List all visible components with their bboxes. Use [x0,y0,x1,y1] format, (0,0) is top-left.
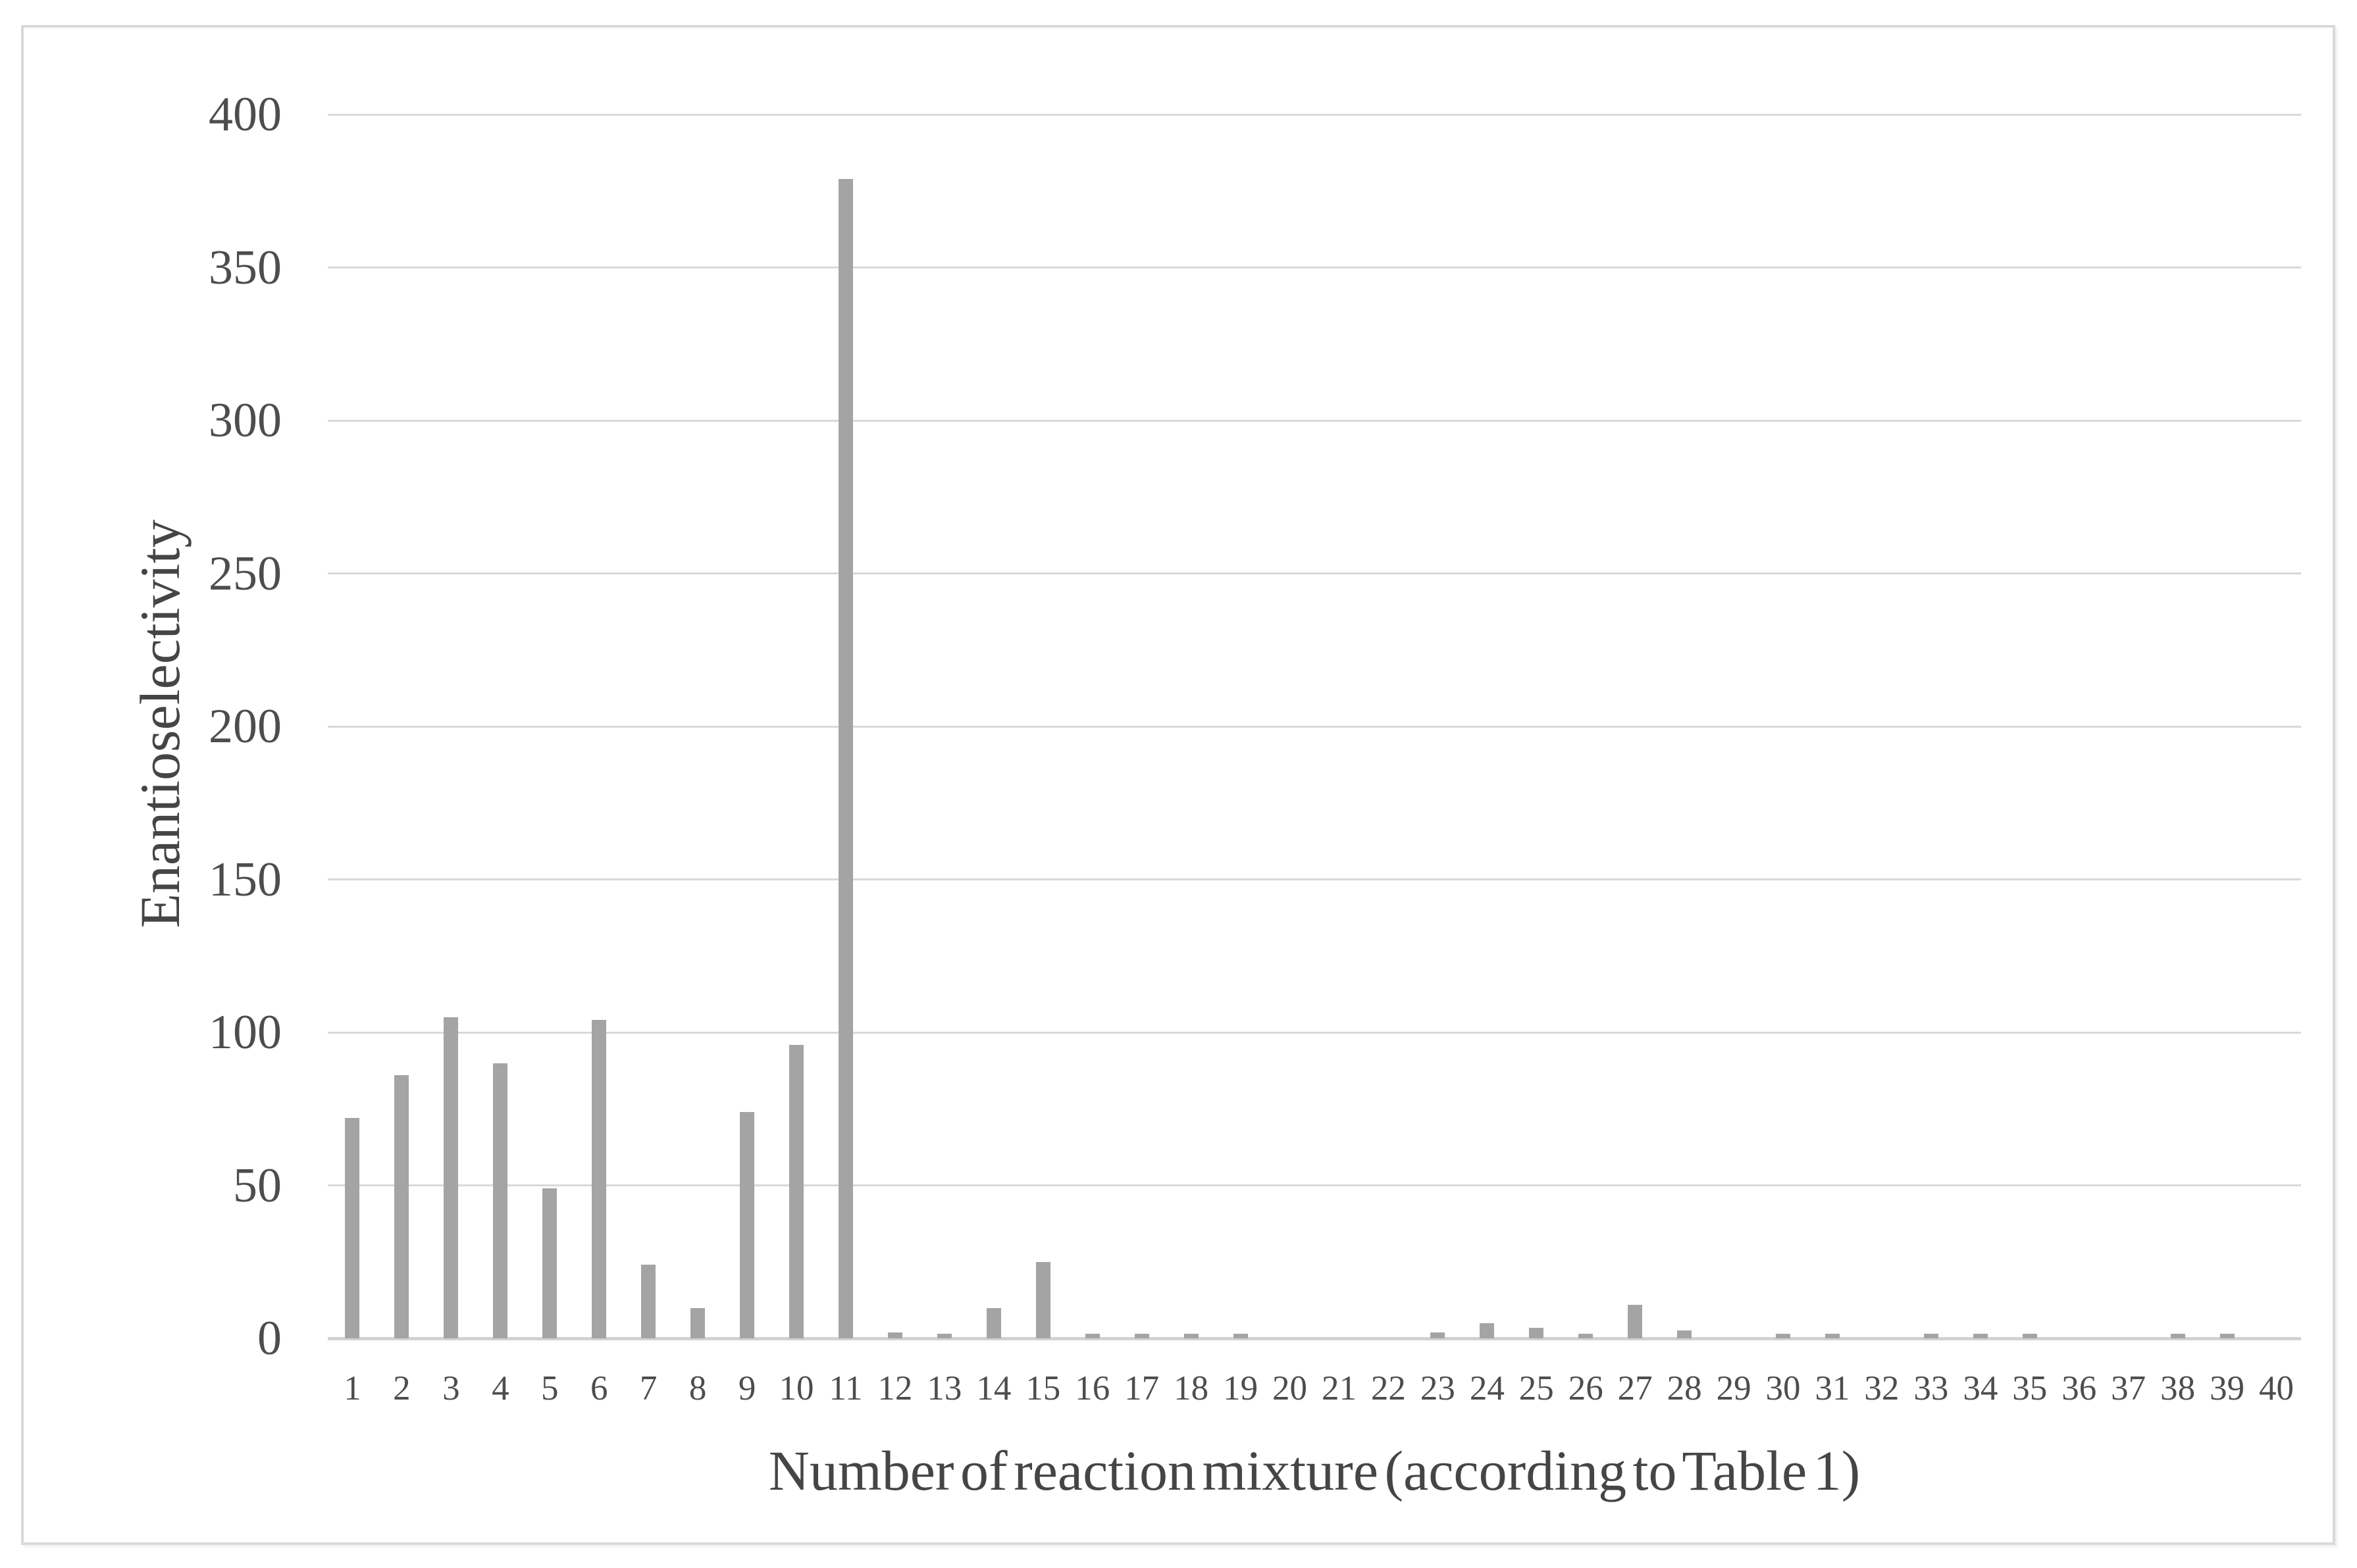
y-axis-tick-labels: 0 50 100 150 200 250 300 350 400 [24,90,282,1363]
bar-35 [2022,1334,2037,1338]
bar-26 [1578,1334,1593,1338]
bar-1 [345,1118,360,1338]
x-tick-label-34: 34 [1963,1369,1998,1407]
x-tick-label-20: 20 [1272,1369,1308,1407]
x-tick-label-11: 11 [829,1369,863,1407]
y-tick-label-0: 0 [257,1311,282,1365]
bar-7 [641,1265,656,1338]
x-tick-label-33: 33 [1913,1369,1949,1407]
x-tick-label-3: 3 [442,1369,460,1407]
bar-11 [838,178,853,1338]
x-tick-label-4: 4 [492,1369,509,1407]
x-tick-label-1: 1 [344,1369,361,1407]
x-axis-tick-labels: 1 2 3 4 5 6 7 8 9 10 11 12 13 14 15 16 17 18 19 20 21 22 23 24 2… [328,1371,2301,1417]
bar-27 [1628,1304,1643,1338]
bar-6 [592,1020,607,1338]
y-tick-label-350: 350 [209,240,282,295]
y-tick-label-250: 250 [209,546,282,601]
bar-5 [542,1188,557,1338]
x-tick-label-16: 16 [1075,1369,1110,1407]
gridline-y150 [328,878,2301,880]
x-tick-label-36: 36 [2061,1369,2097,1407]
x-tick-label-7: 7 [639,1369,658,1407]
y-tick-label-150: 150 [209,852,282,907]
x-tick-label-27: 27 [1617,1369,1653,1407]
y-tick-label-100: 100 [209,1005,282,1059]
bar-10 [789,1044,804,1338]
chart-frame: 0 50 100 150 200 250 300 350 400 1 2 3 4 5 6 7 8 9 10 11 12… [21,25,2335,1545]
y-axis-title: Enantioselectivity [128,519,192,928]
gridline-y400 [328,113,2301,116]
gridline-y250 [328,572,2301,574]
bar-3 [444,1017,459,1338]
x-tick-label-32: 32 [1864,1369,1900,1407]
gridline-y50 [328,1184,2301,1186]
x-tick-label-31: 31 [1815,1369,1850,1407]
x-tick-label-17: 17 [1124,1369,1160,1407]
x-tick-label-9: 9 [738,1369,756,1407]
x-tick-label-18: 18 [1174,1369,1209,1407]
bar-8 [690,1307,706,1338]
y-tick-label-50: 50 [233,1158,282,1213]
x-axis-line [328,1337,2301,1340]
gridline-y200 [328,725,2301,728]
bar-31 [1825,1334,1840,1338]
bar-17 [1134,1334,1149,1338]
bar-16 [1085,1334,1100,1338]
bar-14 [986,1307,1001,1338]
y-tick-label-300: 300 [209,393,282,447]
x-tick-label-28: 28 [1667,1369,1702,1407]
x-tick-label-37: 37 [2111,1369,2146,1407]
x-tick-label-12: 12 [877,1369,913,1407]
x-tick-label-25: 25 [1518,1369,1554,1407]
x-tick-label-19: 19 [1223,1369,1258,1407]
bar-24 [1480,1323,1495,1338]
bar-18 [1183,1334,1199,1338]
x-tick-label-29: 29 [1716,1369,1751,1407]
x-axis-title: Number of reaction mixture (according to… [768,1439,1861,1502]
x-tick-label-30: 30 [1765,1369,1801,1407]
gridline-y350 [328,266,2301,268]
bar-4 [493,1063,508,1338]
gridline-y100 [328,1031,2301,1034]
bar-39 [2219,1334,2235,1338]
x-tick-label-10: 10 [779,1369,814,1407]
y-tick-label-400: 400 [209,88,282,141]
bar-34 [1973,1334,1988,1338]
x-tick-label-22: 22 [1370,1369,1406,1407]
x-tick-label-38: 38 [2160,1369,2196,1407]
bar-33 [1923,1334,1938,1338]
bar-19 [1233,1334,1248,1338]
bar-38 [2170,1334,2185,1338]
bar-15 [1035,1261,1050,1338]
x-tick-label-14: 14 [976,1369,1012,1407]
x-tick-label-5: 5 [541,1369,559,1407]
bar-12 [887,1332,902,1338]
bar-30 [1776,1334,1791,1338]
x-tick-label-21: 21 [1321,1369,1357,1407]
x-tick-label-8: 8 [688,1369,707,1407]
plot-area [328,113,2301,1340]
x-tick-label-23: 23 [1420,1369,1455,1407]
bar-25 [1529,1327,1544,1338]
bar-13 [937,1334,952,1338]
bar-2 [394,1075,409,1338]
x-tick-label-15: 15 [1025,1369,1061,1407]
x-tick-label-24: 24 [1469,1369,1505,1407]
x-tick-label-39: 39 [2210,1369,2245,1407]
bar-28 [1677,1330,1692,1338]
x-tick-label-26: 26 [1568,1369,1603,1407]
x-tick-label-40: 40 [2259,1369,2294,1407]
gridline-y300 [328,419,2301,422]
x-tick-label-2: 2 [393,1369,411,1407]
x-tick-label-35: 35 [2012,1369,2048,1407]
x-tick-label-13: 13 [927,1369,962,1407]
bar-9 [740,1111,755,1338]
bar-23 [1430,1332,1445,1338]
y-tick-label-200: 200 [209,699,282,753]
x-tick-label-6: 6 [590,1369,608,1407]
